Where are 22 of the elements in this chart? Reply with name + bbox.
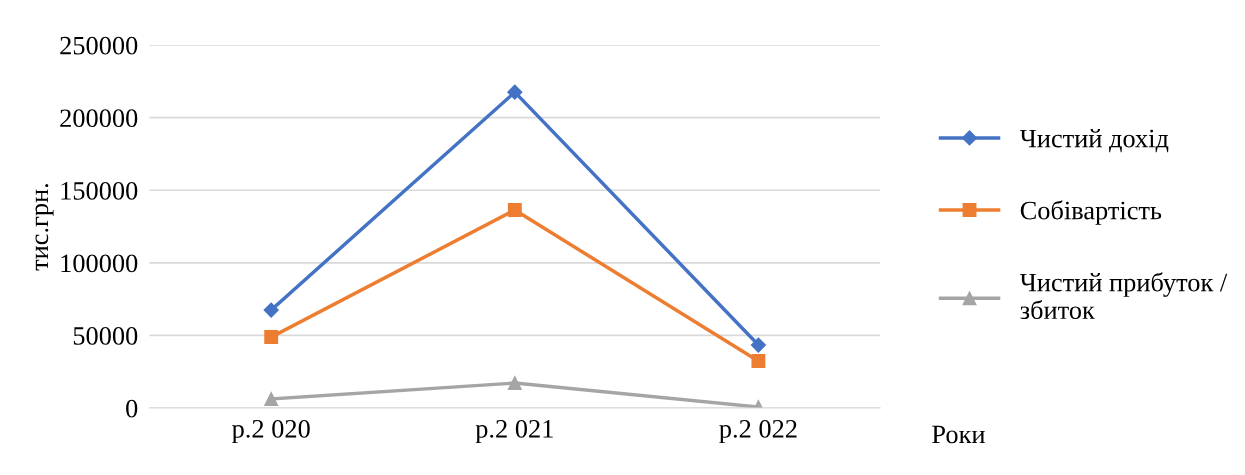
point bbox=[750, 337, 766, 353]
legend-label: Чистий прибуток / збиток bbox=[1019, 272, 1228, 320]
point bbox=[751, 354, 766, 368]
x-tick-label: р.2 020 bbox=[232, 419, 310, 444]
y-tick-label: 150000 bbox=[61, 181, 138, 200]
point bbox=[264, 392, 279, 406]
point bbox=[264, 330, 279, 344]
y-tick-label: 250000 bbox=[60, 36, 138, 55]
legend-label: Собівартість bbox=[1020, 200, 1162, 225]
y-tick-label: 200000 bbox=[60, 109, 138, 128]
legend-label: Чистий дохід bbox=[1019, 129, 1169, 153]
y-axis-title: тис.грн. bbox=[35, 183, 54, 271]
point bbox=[507, 203, 522, 217]
x-tick-label: р.2 022 bbox=[719, 419, 797, 444]
point bbox=[263, 302, 279, 318]
y-tick-label: 50000 bbox=[73, 327, 138, 345]
point bbox=[507, 376, 522, 391]
x-tick-label: р.2 021 bbox=[475, 419, 553, 444]
x-axis-title: Роки bbox=[932, 425, 985, 444]
y-tick-label: 0 bbox=[126, 399, 138, 418]
y-tick-label: 100000 bbox=[61, 254, 138, 273]
point bbox=[507, 84, 523, 100]
